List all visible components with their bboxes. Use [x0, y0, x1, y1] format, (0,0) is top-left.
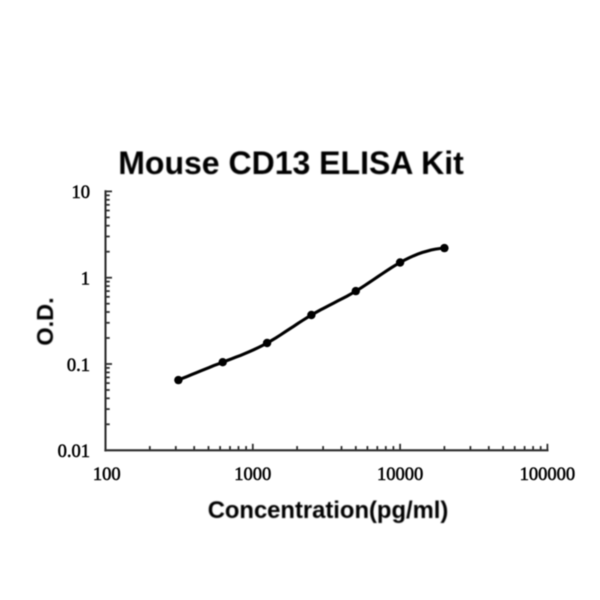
svg-text:1: 1 [81, 270, 90, 290]
svg-text:100000: 100000 [520, 465, 576, 485]
svg-text:0.01: 0.01 [58, 442, 90, 462]
svg-text:100: 100 [93, 465, 121, 485]
svg-text:1000: 1000 [234, 465, 271, 485]
svg-text:10: 10 [72, 183, 91, 203]
svg-text:10000: 10000 [377, 465, 423, 485]
svg-text:0.1: 0.1 [67, 356, 90, 376]
svg-text:O.D.: O.D. [32, 297, 58, 345]
svg-text:Concentration(pg/ml): Concentration(pg/ml) [208, 497, 449, 524]
svg-text:Mouse CD13 ELISA Kit: Mouse CD13 ELISA Kit [118, 145, 464, 181]
